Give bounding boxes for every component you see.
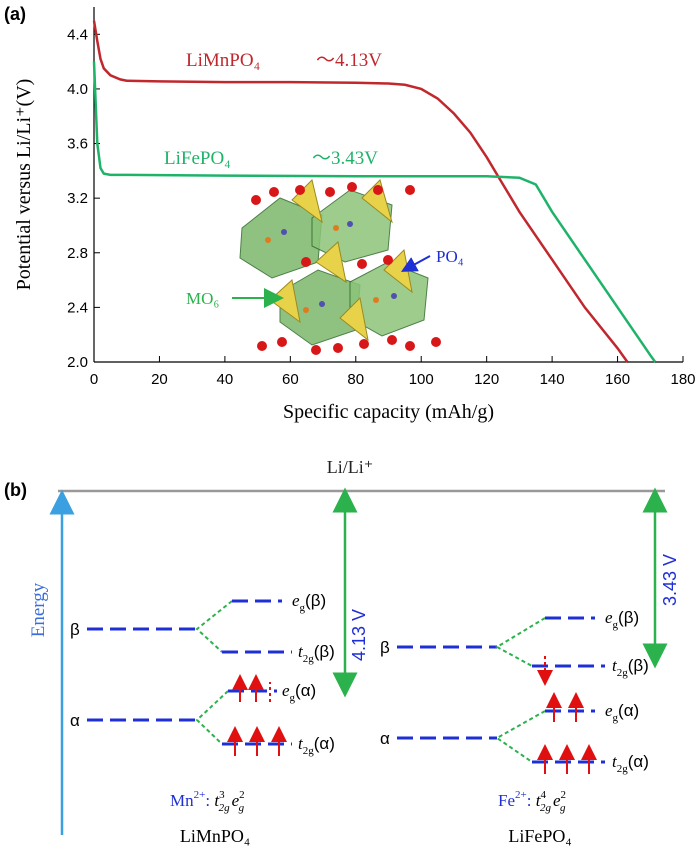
level-label: eg(α) [282,681,316,704]
level-subscript: 2g [303,745,315,757]
series-label: LiFePO₄ [164,148,231,169]
level-label: t2g(β) [612,656,649,679]
structure-label: PO₄ [436,247,464,266]
level-spin: (β) [628,656,649,675]
level-spin: (β) [305,591,326,610]
level-subscript: 2g [617,667,629,679]
fe-diagram [397,487,668,774]
level-symbol: t [612,752,618,771]
x-tick-label: 20 [151,371,168,388]
y-tick-label: 4.0 [67,81,88,98]
crystal-structure [232,179,441,355]
y-tick-label: 3.6 [67,136,88,153]
x-axis-label: Specific capacity (mAh/g) [283,401,494,423]
level-subscript: g [300,602,306,614]
x-tick-label: 160 [605,371,630,388]
level-label: eg(β) [292,591,326,614]
series-line [92,61,657,363]
series-label: LiMnPO₄ [186,50,260,71]
level-symbol: t [298,734,304,753]
x-tick-label: 60 [282,371,299,388]
x-tick-label: 100 [409,371,434,388]
y-axis-label: Potential versus Li/Li⁺(V) [13,79,35,291]
config-formula: Mn2+: t3 2g e2 g [170,789,245,814]
x-tick-label: 180 [670,371,695,388]
level-spin: (α) [618,701,639,720]
compound-label: LiMnPO₄ [180,826,250,846]
level-label: t2g(α) [612,752,649,775]
energy-label: Energy [28,582,49,637]
beta-label: β [70,620,80,639]
reference-label: Li/Li⁺ [327,457,374,477]
series-annotation: ～4.13V [316,50,382,71]
y-tick-label: 4.4 [67,26,88,43]
alpha-label: α [380,729,390,748]
beta-label: β [380,638,390,657]
structure-label: MO₆ [186,289,219,308]
level-label: t2g(β) [298,642,335,665]
level-spin: (α) [628,752,649,771]
mn-diagram [87,487,358,756]
x-tick-label: 0 [90,371,98,388]
level-subscript: 2g [617,763,629,775]
level-symbol: t [612,656,618,675]
level-subscript: g [290,692,296,704]
level-spin: (α) [295,681,316,700]
level-subscript: g [613,712,619,724]
config-formula: Fe2+: t4 2g e2 g [498,789,566,814]
alpha-label: α [70,711,80,730]
level-label: t2g(α) [298,734,335,757]
level-subscript: g [613,619,619,631]
y-tick-label: 3.2 [67,190,88,207]
x-tick-label: 120 [474,371,499,388]
panel-label: (b) [4,480,27,500]
level-symbol: t [298,642,304,661]
x-tick-label: 140 [540,371,565,388]
level-symbol: e [282,681,290,700]
series-annotation: ～3.43V [312,148,378,169]
level-spin: (β) [618,608,639,627]
y-tick-label: 2.4 [67,299,88,316]
compound-label: LiFePO₄ [508,826,571,846]
y-tick-label: 2.8 [67,245,88,262]
level-symbol: e [605,701,613,720]
level-subscript: 2g [303,653,315,665]
panel-label: (a) [4,4,26,24]
level-spin: (α) [314,734,335,753]
voltage-label: 4.13 V [349,609,369,661]
level-symbol: e [605,608,613,627]
voltage-label: 3.43 V [660,554,680,606]
level-label: eg(β) [605,608,639,631]
level-label: eg(α) [605,701,639,724]
level-spin: (β) [314,642,335,661]
series-line [92,20,629,363]
x-tick-label: 40 [217,371,234,388]
x-tick-label: 80 [347,371,364,388]
level-symbol: e [292,591,300,610]
y-tick-label: 2.0 [67,354,88,371]
